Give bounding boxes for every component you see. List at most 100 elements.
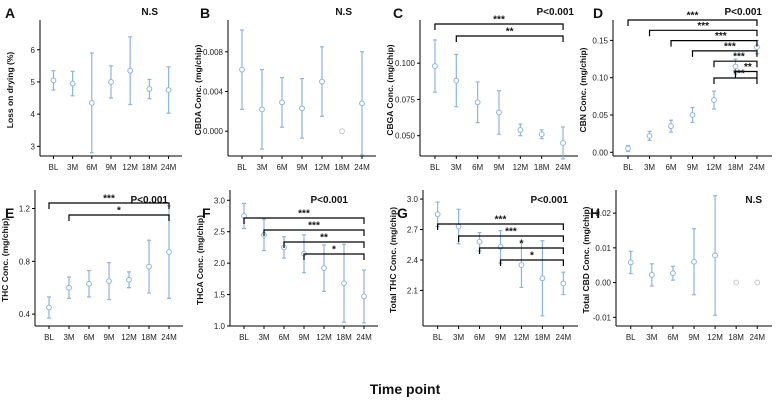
panel-d-data-point (711, 97, 717, 103)
panel-d-x-tick-label: 18M (728, 163, 744, 172)
panel-b-x-tick-label: BL (237, 163, 247, 172)
panel-d-significance-bracket (670, 40, 758, 47)
panel-c-x-tick-label: 9M (493, 163, 504, 172)
panel-b-x-tick-label: 9M (296, 163, 307, 172)
panel-b-x-tick-label: 18M (334, 163, 350, 172)
panel-e-x-tick-label: BL (44, 333, 54, 342)
panel-g-data-point (518, 262, 525, 268)
panel-d-y-tick-label: 0.05 (592, 111, 608, 120)
panel-a-y-tick-label: 3 (31, 142, 36, 151)
panel-f-significance-label: * (332, 245, 336, 256)
panel-c-data-point (474, 99, 481, 106)
panel-c-x-tick-label: 6M (472, 163, 483, 172)
panel-d-x-tick-label: BL (623, 163, 633, 172)
panel-a-x-tick-label: 12M (122, 163, 138, 172)
panel-c-y-tick-label: 0.050 (395, 132, 416, 141)
panel-h-y-tick-label: 0.01 (595, 244, 611, 253)
panel-c-y-axis-label: CBGA Conc. (mg/chip) (385, 44, 395, 135)
panel-b-y-axis-label: CBDA Conc. (mg/chip) (193, 44, 203, 135)
panel-f-significance-bracket (263, 229, 365, 236)
panel-f-x-tick-label: 24M (356, 333, 372, 342)
panel-e-letter: E (5, 205, 14, 221)
panel-b-data-point (359, 100, 365, 107)
panel-a-data-point (146, 86, 153, 92)
panel-f-significance-label: *** (298, 209, 310, 220)
panel-b-data-point (319, 78, 325, 85)
panel-g-significance-label: *** (495, 215, 507, 226)
panel-d-significance-label: *** (733, 52, 745, 63)
panel-d-significance-bracket (713, 60, 758, 68)
panel-a-stat-label: N.S (141, 7, 158, 18)
panel-f-significance-bracket (243, 217, 365, 224)
panel-d-significance-bracket (648, 29, 758, 37)
panel-c-y-tick-label: 0.100 (395, 59, 416, 68)
panel-f-x-tick-label: 6M (278, 333, 289, 342)
panel-f-x-tick-label: 3M (258, 333, 269, 342)
panel-a-data-point (108, 79, 114, 85)
panel-b-y-tick-label: 0.008 (203, 48, 224, 57)
panel-f-significance-bracket (283, 241, 365, 248)
panel-g-x-tick-label: 9M (495, 333, 506, 342)
panel-a-y-tick-label: 6 (31, 46, 36, 55)
panel-h-stat-label: N.S (745, 195, 762, 206)
panel-c-x-tick-label: 18M (534, 163, 550, 172)
panel-g-significance-bracket (437, 223, 564, 230)
panel-e-y-tick-label: 0.8 (19, 257, 31, 266)
panel-e-significance-label: * (117, 206, 121, 217)
panel-e-data-point (126, 276, 132, 283)
panel-a-x-tick-label: 9M (105, 163, 116, 172)
panel-g-significance-bracket (458, 235, 564, 242)
panel-b-data-point (259, 106, 265, 113)
panel-g-y-tick-label: 3.0 (407, 195, 419, 204)
panel-a-data-point (69, 80, 76, 87)
panel-f-significance-label: ** (320, 233, 328, 244)
panel-b-y-tick-label: 0.000 (203, 127, 224, 136)
panel-c-data-point (453, 77, 460, 84)
panel-e-stat-label: P<0.001 (130, 195, 168, 206)
panel-d-significance-bracket (734, 70, 758, 78)
panel-e-x-tick-label: 6M (83, 333, 94, 342)
panel-f-significance-bracket (303, 253, 365, 260)
panel-d-significance-label: *** (724, 41, 736, 52)
panel-e-data-point (46, 304, 52, 311)
panel-b-data-point (299, 105, 305, 112)
panel-d-significance-bracket (627, 19, 758, 26)
panel-g-stat-label: P<0.001 (530, 195, 568, 206)
panel-g-x-tick-label: 6M (474, 333, 485, 342)
panel-c-data-point (560, 140, 566, 146)
panel-d-x-tick-label: 6M (665, 163, 676, 172)
panel-g-significance-label: * (519, 239, 523, 250)
panel-a-data-point (165, 87, 172, 93)
panel-d-x-tick-label: 24M (749, 163, 765, 172)
panel-f-letter: F (202, 205, 211, 221)
panel-d-x-tick-label: 3M (644, 163, 655, 172)
panel-d-y-axis-label: CBN Conc. (mg/chip) (578, 47, 588, 132)
panel-c-x-tick-label: 24M (555, 163, 571, 172)
panel-b-data-point (339, 128, 345, 135)
panel-h-x-tick-label: 9M (688, 333, 699, 342)
panel-a-data-point (88, 99, 95, 106)
panel-g-significance-label: *** (505, 227, 517, 238)
panel-g-x-tick-label: 3M (453, 333, 464, 342)
panel-a-y-axis-label: Loss on drying (%) (5, 52, 15, 129)
panel-c-x-tick-label: 12M (513, 163, 529, 172)
panel-f-stat-label: P<0.001 (310, 195, 348, 206)
panel-e-data-point (166, 249, 172, 255)
panel-e-x-tick-label: 18M (141, 333, 157, 342)
panel-d-data-point (625, 145, 631, 152)
panel-g-y-tick-label: 2.7 (407, 226, 419, 235)
panel-f-x-tick-label: 12M (316, 333, 332, 342)
panel-a-y-tick-label: 4 (31, 110, 36, 119)
panel-g-data-point (560, 280, 567, 287)
panel-e-significance-bracket (48, 202, 170, 209)
panel-g-data-point (476, 238, 483, 245)
panel-b-x-tick-label: 24M (354, 163, 370, 172)
panel-d-significance-label: ** (744, 62, 752, 73)
panel-a-x-tick-label: 6M (86, 163, 97, 172)
panel-f-data-point (361, 293, 367, 300)
panel-g-x-tick-label: 12M (514, 333, 530, 342)
panel-c-data-point (517, 126, 524, 133)
panel-c-stat-label: P<0.001 (536, 7, 574, 18)
panel-a-data-point (50, 77, 57, 84)
panel-c-significance-label: ** (506, 27, 514, 38)
